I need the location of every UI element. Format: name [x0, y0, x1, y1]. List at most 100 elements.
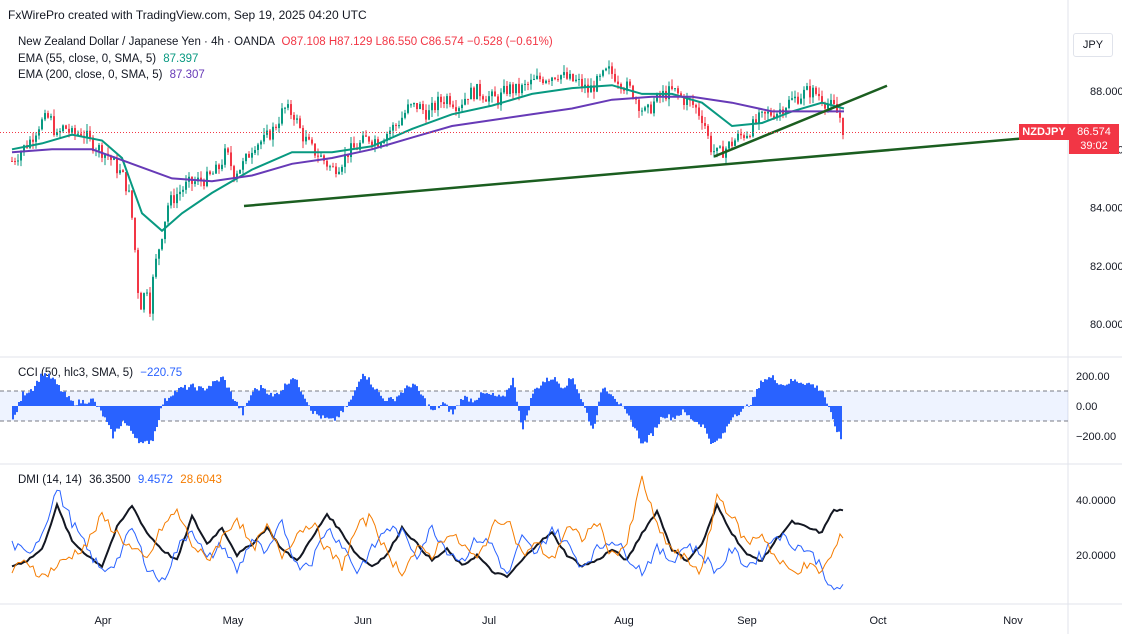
cci-bar: [440, 405, 442, 406]
cci-bar: [238, 406, 240, 409]
cci-bar: [154, 406, 156, 432]
cci-bar: [818, 390, 820, 406]
cci-bar: [748, 406, 750, 407]
cci-bar: [796, 381, 798, 406]
cci-bar: [352, 395, 354, 406]
cci-bar: [706, 406, 708, 434]
cci-bar: [838, 406, 840, 432]
cci-bar: [542, 381, 544, 406]
candle-body: [362, 135, 364, 143]
cci-bar: [198, 386, 200, 406]
cci-bar: [394, 401, 396, 406]
candle-body: [326, 160, 328, 167]
cci-bar: [566, 385, 568, 406]
cci-bar: [606, 391, 608, 406]
candle-body: [590, 85, 592, 93]
cci-bar: [142, 406, 144, 444]
cci-bar: [206, 388, 208, 406]
candle-body: [710, 135, 712, 153]
cci-bar: [446, 404, 448, 406]
candle-body: [110, 155, 112, 160]
cci-bar: [168, 397, 170, 406]
candle-body: [503, 85, 505, 93]
candle-body: [263, 134, 265, 142]
candle-body: [497, 96, 499, 106]
candle-body: [482, 96, 484, 100]
cci-bar: [490, 394, 492, 406]
cci-bar: [46, 377, 48, 406]
candle-body: [599, 75, 601, 77]
candle-body: [596, 76, 598, 92]
cci-bar: [672, 406, 674, 418]
cci-bar: [410, 387, 412, 406]
candle-body: [287, 104, 289, 108]
cci-bar: [196, 390, 198, 406]
cci-bar: [94, 401, 96, 406]
cci-bar: [40, 373, 42, 406]
cci-bar: [726, 406, 728, 427]
plus-di-value: 9.4572: [137, 474, 174, 486]
currency-button[interactable]: JPY: [1073, 33, 1113, 57]
candle-body: [158, 249, 160, 259]
cci-bar: [770, 377, 772, 406]
cci-bar: [750, 404, 752, 406]
candle-body: [425, 109, 427, 120]
cci-bar: [462, 399, 464, 406]
candle-body: [122, 170, 124, 173]
candle-body: [461, 104, 463, 109]
candle-body: [167, 205, 169, 222]
candle-body: [86, 130, 88, 138]
cci-bar: [298, 387, 300, 406]
candle-body: [539, 75, 541, 80]
candle-body: [353, 143, 355, 148]
cci-bar: [806, 383, 808, 406]
candle-body: [458, 108, 460, 112]
candle-body: [719, 146, 721, 148]
candle-body: [578, 78, 580, 80]
cci-bar: [554, 377, 556, 406]
cci-bar: [138, 406, 140, 444]
cci-bar: [144, 406, 146, 442]
cci-bar: [538, 388, 540, 406]
cci-bar: [648, 406, 650, 435]
cci-bar: [570, 379, 572, 406]
cci-bar: [708, 406, 710, 439]
cci-bar: [636, 406, 638, 431]
cci-bar: [178, 387, 180, 406]
candle-body: [218, 164, 220, 170]
cci-bar: [262, 388, 264, 406]
cci-bar: [368, 377, 370, 406]
candle-body: [707, 125, 709, 136]
candle-body: [803, 89, 805, 99]
cci-bar: [60, 391, 62, 406]
time-tick-label: Jun: [354, 615, 372, 627]
candle-body: [299, 118, 301, 128]
candle-body: [668, 86, 670, 100]
candle-body: [47, 113, 49, 118]
candle-body: [395, 124, 397, 126]
cci-bar: [32, 390, 34, 406]
cci-bar: [738, 406, 740, 416]
candle-body: [686, 98, 688, 105]
cci-bar: [124, 406, 126, 424]
cci-bar: [148, 406, 150, 444]
cci-bar: [358, 381, 360, 406]
candle-body: [737, 133, 739, 141]
candle-body: [365, 135, 367, 137]
candle-body: [182, 189, 184, 192]
cci-bar: [562, 388, 564, 406]
candle-body: [569, 73, 571, 79]
cci-bar: [54, 379, 56, 406]
candle-body: [773, 115, 775, 119]
cci-bar: [266, 393, 268, 406]
candle-body: [842, 117, 844, 135]
cci-bar: [122, 406, 124, 421]
candle-body: [473, 87, 475, 100]
cci-bar: [654, 406, 656, 428]
cci-bar: [418, 390, 420, 406]
candle-body: [206, 171, 208, 187]
cci-bar: [286, 384, 288, 406]
cci-bar: [264, 388, 266, 406]
candle-body: [293, 114, 295, 120]
